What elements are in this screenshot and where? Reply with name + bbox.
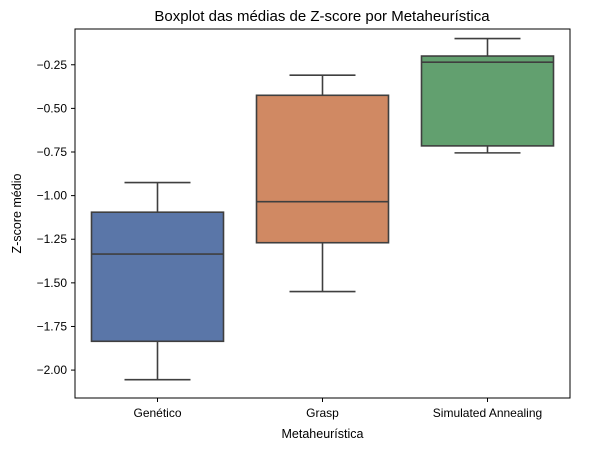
y-axis: −2.00 −1.75 −1.50 −1.25 −1.00 −0.75 −0.50 −0.25 bbox=[37, 58, 75, 377]
box-group bbox=[255, 74, 390, 293]
x-tick-label: Genético bbox=[133, 406, 181, 420]
y-tick-label: −0.50 bbox=[37, 101, 68, 115]
chart-title: Boxplot das médias de Z-score por Metahe… bbox=[154, 8, 490, 25]
y-tick-label: −1.75 bbox=[37, 319, 68, 333]
plot-area bbox=[90, 37, 555, 381]
box-iqr bbox=[420, 55, 555, 147]
y-axis-label: Z-score médio bbox=[10, 174, 24, 254]
box-iqr bbox=[255, 94, 390, 244]
box-group bbox=[420, 37, 555, 154]
y-tick-label: −1.50 bbox=[37, 276, 68, 290]
box-group bbox=[90, 181, 225, 381]
y-tick-label: −1.25 bbox=[37, 232, 68, 246]
x-axis-label: Metaheurística bbox=[282, 427, 364, 441]
box-iqr bbox=[90, 211, 225, 343]
x-tick-label: Simulated Annealing bbox=[433, 406, 542, 420]
y-tick-label: −0.75 bbox=[37, 145, 68, 159]
y-tick-label: −1.00 bbox=[37, 189, 68, 203]
y-tick-label: −0.25 bbox=[37, 58, 68, 72]
y-tick-label: −2.00 bbox=[37, 363, 68, 377]
x-tick-label: Grasp bbox=[306, 406, 339, 420]
x-axis: Genético Grasp Simulated Annealing bbox=[133, 398, 542, 420]
